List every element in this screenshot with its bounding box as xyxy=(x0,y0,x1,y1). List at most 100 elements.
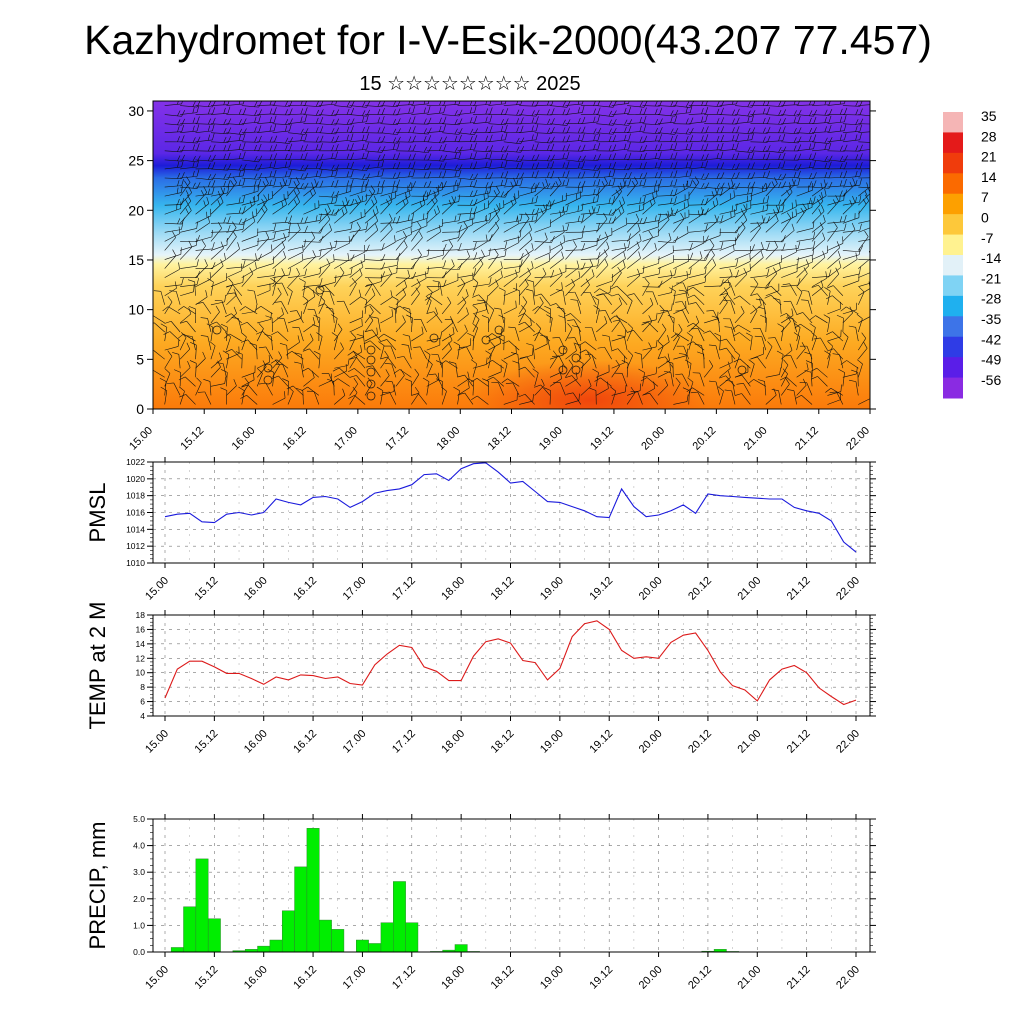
wind-barb xyxy=(811,245,828,260)
wind-barb-feather xyxy=(624,119,628,126)
wind-barb-shaft xyxy=(303,220,321,224)
wind-barb xyxy=(734,267,748,287)
wind-barb-shaft xyxy=(524,366,535,378)
wind-barb-shaft xyxy=(364,283,373,296)
wind-barb-shaft xyxy=(642,263,659,269)
wind-barb-shaft xyxy=(303,255,321,260)
wind-barb-shaft xyxy=(517,354,520,369)
wind-barb xyxy=(827,193,845,206)
wind-barb-feather xyxy=(243,206,246,214)
wind-barb-feather xyxy=(436,186,440,194)
wind-barb-feather xyxy=(293,181,297,187)
wind-barb-shaft xyxy=(806,382,813,396)
wind-barb xyxy=(441,316,454,333)
wind-barb-shaft xyxy=(380,315,393,324)
wind-barb-feather xyxy=(813,142,816,149)
wind-barb-feather xyxy=(433,194,438,202)
wind-barb-feather xyxy=(472,323,478,329)
wind-barb-shaft xyxy=(349,337,364,342)
wind-barb-shaft xyxy=(627,177,645,180)
wind-barb-shaft xyxy=(154,322,165,333)
wind-barb-feather xyxy=(525,212,530,219)
wind-barb-shaft xyxy=(472,192,490,197)
wind-barb xyxy=(457,161,478,170)
wind-barb-feather xyxy=(255,253,257,261)
wind-barb-feather xyxy=(669,364,671,372)
wind-barb xyxy=(519,348,534,360)
wind-barb xyxy=(719,171,740,179)
wind-barb xyxy=(195,161,216,170)
wind-barb-feather xyxy=(786,212,792,219)
wind-barb-feather xyxy=(631,180,636,187)
wind-barb-shaft xyxy=(442,185,460,188)
wind-barb-feather xyxy=(474,267,477,275)
wind-barb-shaft xyxy=(442,123,460,126)
wind-barb-shaft xyxy=(167,306,181,315)
wind-barb-feather xyxy=(828,142,832,150)
wind-barb-shaft xyxy=(226,139,244,143)
wind-barb xyxy=(287,244,304,260)
wind-barb xyxy=(334,323,343,342)
wind-barb-feather xyxy=(454,128,458,135)
wind-barb-feather xyxy=(689,127,694,135)
wind-barb xyxy=(365,180,385,188)
wind-barb-feather xyxy=(285,171,288,178)
wind-barb-feather xyxy=(667,210,670,217)
wind-barb xyxy=(406,314,413,333)
wind-barb xyxy=(627,293,643,306)
wind-barb xyxy=(519,394,534,405)
wind-barb-feather xyxy=(300,134,303,141)
wind-barb-feather xyxy=(485,234,488,242)
wind-barb-feather xyxy=(716,172,720,179)
wind-barb-shaft xyxy=(719,362,733,369)
wind-barb-shaft xyxy=(457,295,469,306)
wind-barb-shaft xyxy=(734,274,747,287)
wind-barb xyxy=(214,300,227,314)
wind-barb-feather xyxy=(674,161,678,169)
wind-barb-shaft xyxy=(380,201,393,215)
wind-barb-feather xyxy=(192,144,196,151)
wind-barb xyxy=(812,137,833,144)
wind-barb-feather xyxy=(207,162,211,169)
wind-barb xyxy=(209,341,216,360)
wind-barb xyxy=(272,250,286,269)
wind-barb xyxy=(272,268,285,287)
wind-barb-feather xyxy=(785,378,790,385)
wind-barb xyxy=(195,173,216,181)
wind-barb-feather xyxy=(577,162,581,169)
wind-barb xyxy=(179,360,191,378)
wind-barb xyxy=(724,326,736,342)
wind-barb xyxy=(272,152,293,161)
wind-barb-feather xyxy=(423,163,427,170)
wind-barb-feather xyxy=(196,377,202,383)
wind-barb-feather xyxy=(875,182,878,188)
wind-barb xyxy=(164,178,184,188)
wind-barb-feather xyxy=(716,197,719,205)
wind-barb-shaft xyxy=(186,320,196,333)
wind-barb-feather xyxy=(331,180,334,187)
wind-barb-shaft xyxy=(827,399,841,405)
wind-barb-shaft xyxy=(272,257,286,269)
wind-barb-shaft xyxy=(202,302,212,315)
wind-barb-shaft xyxy=(488,343,501,351)
wind-barb-shaft xyxy=(488,227,500,242)
wind-barb xyxy=(771,389,782,405)
wind-barb xyxy=(316,332,323,351)
wind-barb-shaft xyxy=(204,391,212,405)
wind-barb-shaft xyxy=(765,268,781,278)
wind-barb-feather xyxy=(794,323,801,328)
wind-barb-shaft xyxy=(170,321,181,333)
wind-barb-shaft xyxy=(611,272,622,287)
wind-barb xyxy=(164,339,180,351)
wind-barb-shaft xyxy=(704,194,722,197)
wind-barb-shaft xyxy=(271,317,273,333)
wind-barb xyxy=(441,296,452,315)
wind-barb xyxy=(719,347,736,360)
wind-barb xyxy=(858,239,870,242)
wind-barb-shaft xyxy=(314,309,320,324)
wind-barb-feather xyxy=(520,137,525,144)
wind-barb-feather xyxy=(366,222,368,230)
wind-barb-feather xyxy=(701,199,704,205)
wind-barb xyxy=(271,331,289,342)
wind-barb-shaft xyxy=(858,149,870,152)
